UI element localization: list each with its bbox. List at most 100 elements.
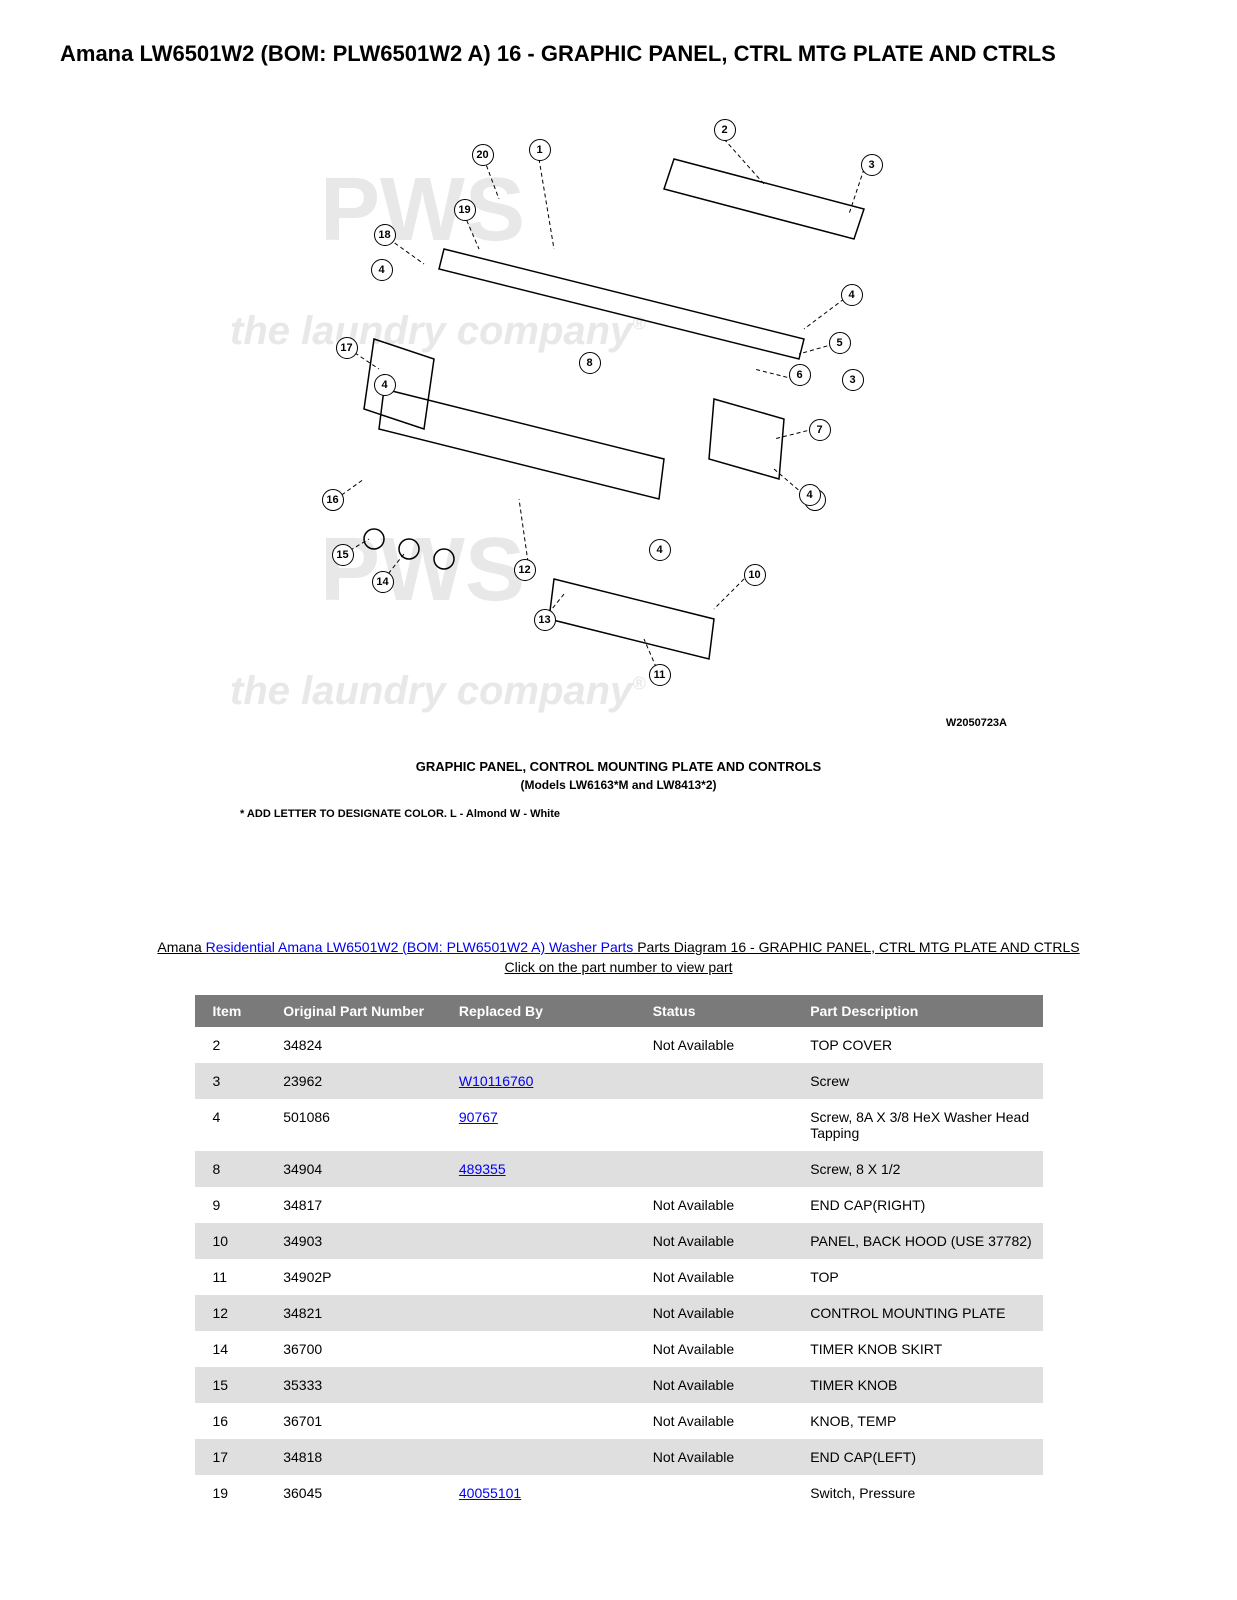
col-header-orig: Original Part Number bbox=[273, 995, 449, 1027]
callout-6: 6 bbox=[789, 364, 811, 386]
table-row: 1936045 40055101 Switch, Pressure bbox=[195, 1475, 1043, 1511]
cell-item: 12 bbox=[195, 1295, 274, 1331]
table-row: 1734818 Not AvailableEND CAP(LEFT) bbox=[195, 1439, 1043, 1475]
diagram-color-note: * ADD LETTER TO DESIGNATE COLOR. L - Alm… bbox=[240, 808, 1177, 820]
part-link[interactable]: 40055101 bbox=[459, 1485, 521, 1501]
callout-4e: 4 bbox=[374, 374, 396, 396]
cell-orig-part: 36045 bbox=[273, 1475, 449, 1511]
callout-13: 13 bbox=[534, 609, 556, 631]
diagram-subcaption: (Models LW6163*M and LW8413*2) bbox=[60, 778, 1177, 792]
cell-status bbox=[643, 1475, 800, 1511]
diagram-caption: GRAPHIC PANEL, CONTROL MOUNTING PLATE AN… bbox=[60, 759, 1177, 774]
cell-orig-part: 34824 bbox=[273, 1027, 449, 1063]
callout-4c: 4 bbox=[799, 484, 821, 506]
callout-4d: 4 bbox=[649, 539, 671, 561]
cell-status: Not Available bbox=[643, 1259, 800, 1295]
col-header-repl: Replaced By bbox=[449, 995, 643, 1027]
cell-status: Not Available bbox=[643, 1295, 800, 1331]
callout-20: 20 bbox=[472, 144, 494, 166]
cell-replaced-by bbox=[449, 1367, 643, 1403]
callout-2: 2 bbox=[714, 119, 736, 141]
part-link[interactable]: 90767 bbox=[459, 1109, 498, 1125]
cell-replaced-by bbox=[449, 1259, 643, 1295]
callout-7: 7 bbox=[809, 419, 831, 441]
part-link[interactable]: W10116760 bbox=[459, 1073, 533, 1089]
col-header-desc: Part Description bbox=[800, 995, 1042, 1027]
cell-description: Switch, Pressure bbox=[800, 1475, 1042, 1511]
table-row: 1234821Not AvailableCONTROL MOUNTING PLA… bbox=[195, 1295, 1043, 1331]
table-row: 1034903Not AvailablePANEL, BACK HOOD (US… bbox=[195, 1223, 1043, 1259]
cell-replaced-by: 489355 bbox=[449, 1151, 643, 1187]
cell-replaced-by bbox=[449, 1295, 643, 1331]
callout-18: 18 bbox=[374, 224, 396, 246]
callout-4: 4 bbox=[841, 284, 863, 306]
cell-orig-part: 23962 bbox=[273, 1063, 449, 1099]
cell-description: PANEL, BACK HOOD (USE 37782) bbox=[800, 1223, 1042, 1259]
cell-orig-part: 34818 bbox=[273, 1439, 449, 1475]
cell-item: 9 bbox=[195, 1187, 274, 1223]
cell-status bbox=[643, 1099, 800, 1151]
cell-status: Not Available bbox=[643, 1331, 800, 1367]
callout-15: 15 bbox=[332, 544, 354, 566]
parts-table: Item Original Part Number Replaced By St… bbox=[195, 995, 1043, 1511]
table-row: 1134902PNot AvailableTOP bbox=[195, 1259, 1043, 1295]
table-row: 450108690767Screw, 8A X 3/8 HeX Washer H… bbox=[195, 1099, 1043, 1151]
table-row: 834904489355Screw, 8 X 1/2 bbox=[195, 1151, 1043, 1187]
cell-replaced-by: W10116760 bbox=[449, 1063, 643, 1099]
exploded-diagram: 1 2 3 4 5 6 7 8 9 10 11 12 13 14 15 16 1… bbox=[244, 99, 994, 739]
breadcrumb-suffix: Parts Diagram 16 - GRAPHIC PANEL, CTRL M… bbox=[633, 939, 1079, 955]
callout-4b: 4 bbox=[371, 259, 393, 281]
cell-replaced-by bbox=[449, 1403, 643, 1439]
part-link[interactable]: 489355 bbox=[459, 1161, 506, 1177]
instruction-text: Click on the part number to view part bbox=[60, 959, 1177, 975]
cell-item: 11 bbox=[195, 1259, 274, 1295]
cell-replaced-by: 90767 bbox=[449, 1099, 643, 1151]
callout-12: 12 bbox=[514, 559, 536, 581]
table-row: 1535333Not AvailableTIMER KNOB bbox=[195, 1367, 1043, 1403]
table-row: 323962W10116760Screw bbox=[195, 1063, 1043, 1099]
callout-16: 16 bbox=[322, 489, 344, 511]
cell-replaced-by: 40055101 bbox=[449, 1475, 643, 1511]
cell-replaced-by bbox=[449, 1223, 643, 1259]
cell-status bbox=[643, 1063, 800, 1099]
cell-orig-part: 34821 bbox=[273, 1295, 449, 1331]
cell-item: 3 bbox=[195, 1063, 274, 1099]
cell-orig-part: 36701 bbox=[273, 1403, 449, 1439]
breadcrumb-prefix: Amana bbox=[157, 939, 205, 955]
cell-item: 17 bbox=[195, 1439, 274, 1475]
cell-item: 16 bbox=[195, 1403, 274, 1439]
callout-19: 19 bbox=[454, 199, 476, 221]
cell-item: 14 bbox=[195, 1331, 274, 1367]
page-title: Amana LW6501W2 (BOM: PLW6501W2 A) 16 - G… bbox=[60, 40, 1177, 69]
callout-17: 17 bbox=[336, 337, 358, 359]
table-header-row: Item Original Part Number Replaced By St… bbox=[195, 995, 1043, 1027]
cell-orig-part: 34817 bbox=[273, 1187, 449, 1223]
diagram-svg bbox=[244, 99, 994, 719]
breadcrumb: Amana Residential Amana LW6501W2 (BOM: P… bbox=[60, 939, 1177, 955]
diagram-reference-code: W2050723A bbox=[946, 717, 1007, 729]
col-header-item: Item bbox=[195, 995, 274, 1027]
callout-5: 5 bbox=[829, 332, 851, 354]
cell-orig-part: 34904 bbox=[273, 1151, 449, 1187]
callout-8: 8 bbox=[579, 352, 601, 374]
cell-description: END CAP(LEFT) bbox=[800, 1439, 1042, 1475]
cell-replaced-by bbox=[449, 1439, 643, 1475]
breadcrumb-link[interactable]: Residential Amana LW6501W2 (BOM: PLW6501… bbox=[206, 939, 634, 955]
cell-description: TIMER KNOB SKIRT bbox=[800, 1331, 1042, 1367]
table-row: 234824Not AvailableTOP COVER bbox=[195, 1027, 1043, 1063]
cell-status: Not Available bbox=[643, 1439, 800, 1475]
cell-replaced-by bbox=[449, 1027, 643, 1063]
cell-orig-part: 501086 bbox=[273, 1099, 449, 1151]
table-row: 1636701Not AvailableKNOB, TEMP bbox=[195, 1403, 1043, 1439]
table-row: 1436700 Not AvailableTIMER KNOB SKIRT bbox=[195, 1331, 1043, 1367]
cell-replaced-by bbox=[449, 1331, 643, 1367]
diagram-area: PWS the laundry company® PWS the laundry… bbox=[60, 99, 1177, 879]
cell-orig-part: 36700 bbox=[273, 1331, 449, 1367]
table-row: 934817Not AvailableEND CAP(RIGHT) bbox=[195, 1187, 1043, 1223]
cell-item: 19 bbox=[195, 1475, 274, 1511]
cell-orig-part: 34902P bbox=[273, 1259, 449, 1295]
cell-status bbox=[643, 1151, 800, 1187]
cell-item: 2 bbox=[195, 1027, 274, 1063]
callout-11: 11 bbox=[649, 664, 671, 686]
cell-replaced-by bbox=[449, 1187, 643, 1223]
